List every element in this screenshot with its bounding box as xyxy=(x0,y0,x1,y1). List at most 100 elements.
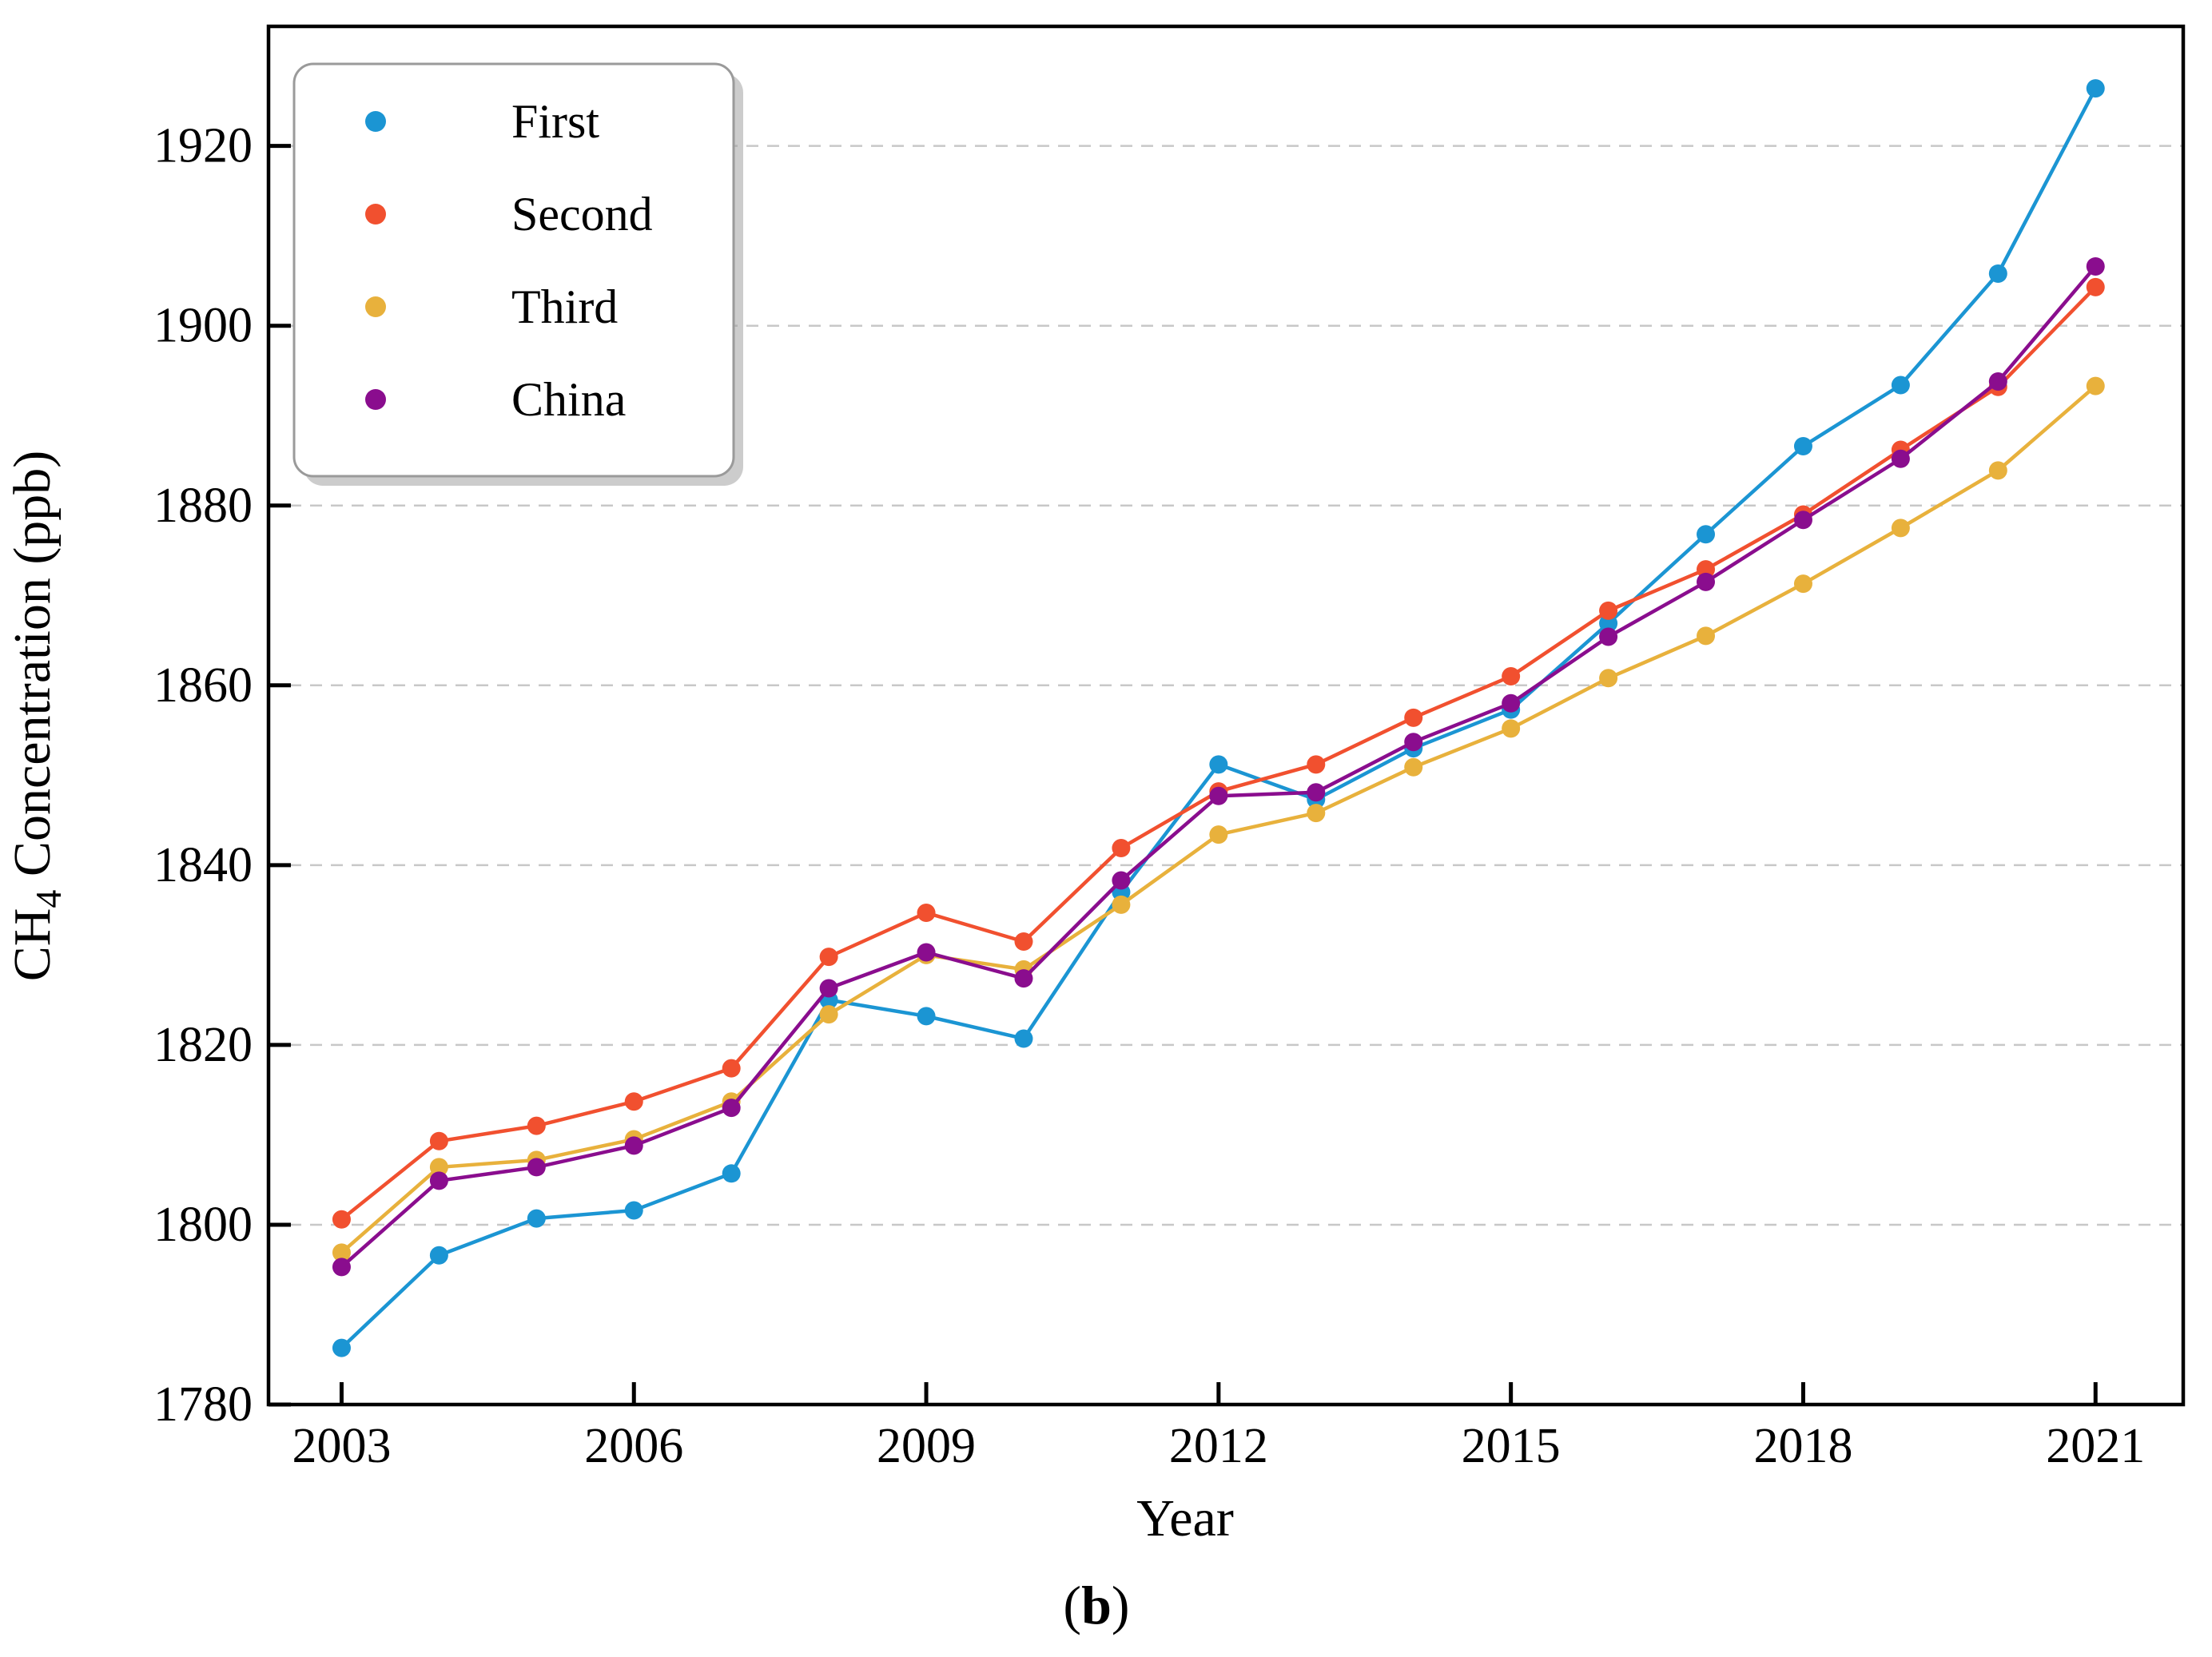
data-point-china-2014 xyxy=(1404,733,1423,752)
data-point-china-2015 xyxy=(1502,693,1521,713)
y-tick-label-1900: 1900 xyxy=(153,299,253,353)
data-point-third-2016 xyxy=(1599,669,1618,688)
series-first xyxy=(332,79,2105,1357)
data-point-china-2008 xyxy=(819,979,838,998)
series-group xyxy=(332,79,2105,1357)
data-point-third-2018 xyxy=(1793,574,1812,594)
legend-label-third: Third xyxy=(511,280,618,333)
data-point-china-2020 xyxy=(1988,372,2007,391)
data-point-china-2004 xyxy=(429,1171,448,1190)
data-point-second-2015 xyxy=(1502,667,1521,686)
data-point-first-2010 xyxy=(1014,1029,1033,1048)
data-point-third-2003 xyxy=(332,1243,351,1262)
y-tick-label-1800: 1800 xyxy=(153,1198,253,1252)
data-point-third-2021 xyxy=(2086,376,2105,395)
series-line-third xyxy=(340,384,2097,1254)
data-point-second-2007 xyxy=(722,1059,741,1078)
data-point-china-2012 xyxy=(1209,786,1228,805)
data-point-second-2010 xyxy=(1014,932,1033,951)
data-point-first-2019 xyxy=(1891,376,1910,395)
data-point-first-2021 xyxy=(2086,79,2105,98)
data-point-first-2006 xyxy=(624,1201,643,1220)
data-point-second-2013 xyxy=(1307,755,1326,774)
y-tick-label-1840: 1840 xyxy=(153,838,253,892)
data-point-first-2005 xyxy=(527,1209,546,1228)
data-point-china-2021 xyxy=(2086,256,2105,276)
data-point-first-2017 xyxy=(1697,525,1716,544)
data-point-third-2020 xyxy=(1988,461,2007,480)
data-point-china-2017 xyxy=(1697,572,1716,591)
y-tick-label-1780: 1780 xyxy=(153,1377,253,1432)
data-point-second-2009 xyxy=(917,903,936,922)
data-point-first-2009 xyxy=(917,1007,936,1026)
legend-marker-third xyxy=(365,296,386,317)
data-point-second-2005 xyxy=(527,1116,546,1135)
data-point-first-2020 xyxy=(1988,264,2007,283)
x-tick-label-2003: 2003 xyxy=(292,1419,391,1473)
legend-label-first: First xyxy=(511,95,599,148)
y-tick-label-1880: 1880 xyxy=(153,479,253,533)
data-point-second-2003 xyxy=(332,1210,351,1229)
data-point-second-2008 xyxy=(819,948,838,967)
data-point-third-2008 xyxy=(819,1005,838,1024)
y-tick-label-1920: 1920 xyxy=(153,119,253,173)
data-point-first-2004 xyxy=(429,1246,448,1265)
x-tick-label-2021: 2021 xyxy=(2046,1419,2145,1473)
data-point-china-2013 xyxy=(1307,783,1326,802)
x-tick-label-2009: 2009 xyxy=(877,1419,976,1473)
y-axis-label: CH4 Concentration (ppb) xyxy=(3,451,69,982)
data-point-second-2016 xyxy=(1599,601,1618,620)
figure-caption: (b) xyxy=(1063,1575,1129,1635)
data-point-china-2009 xyxy=(917,943,936,962)
legend-marker-second xyxy=(365,204,386,225)
data-point-third-2004 xyxy=(429,1158,448,1177)
legend-label-china: China xyxy=(511,373,626,426)
data-point-third-2019 xyxy=(1891,519,1910,538)
data-point-third-2011 xyxy=(1112,895,1131,914)
legend: First Second Third China xyxy=(292,62,743,486)
data-point-second-2004 xyxy=(429,1131,448,1150)
series-third xyxy=(332,376,2105,1262)
data-point-third-2012 xyxy=(1209,825,1228,844)
data-point-first-2018 xyxy=(1793,436,1812,455)
data-point-china-2005 xyxy=(527,1158,546,1177)
data-point-third-2013 xyxy=(1307,804,1326,823)
data-point-second-2017 xyxy=(1697,560,1716,579)
data-point-china-2011 xyxy=(1112,871,1131,890)
y-tick-label-1860: 1860 xyxy=(153,658,253,713)
legend-label-second: Second xyxy=(511,188,653,240)
data-point-second-2021 xyxy=(2086,277,2105,296)
x-tick-label-2018: 2018 xyxy=(1753,1419,1852,1473)
data-point-third-2017 xyxy=(1697,626,1716,646)
data-point-china-2006 xyxy=(624,1136,643,1155)
data-point-china-2016 xyxy=(1599,627,1618,646)
y-tick-label-1820: 1820 xyxy=(153,1018,253,1072)
x-tick-label-2006: 2006 xyxy=(584,1419,683,1473)
data-point-second-2006 xyxy=(624,1092,643,1111)
data-point-third-2014 xyxy=(1404,757,1423,777)
x-axis-label: Year xyxy=(1136,1489,1234,1548)
data-point-second-2014 xyxy=(1404,708,1423,727)
data-point-china-2007 xyxy=(722,1099,741,1118)
x-tick-label-2012: 2012 xyxy=(1169,1419,1268,1473)
y-axis-ticks: 1780 1800 1820 1840 1860 1880 1900 1920 xyxy=(153,119,291,1432)
data-point-first-2003 xyxy=(332,1338,351,1357)
data-point-third-2015 xyxy=(1502,719,1521,738)
plot-frame xyxy=(266,24,2186,1407)
legend-box xyxy=(292,62,735,478)
data-point-second-2011 xyxy=(1112,838,1131,857)
data-point-first-2007 xyxy=(722,1164,741,1183)
data-point-china-2018 xyxy=(1793,511,1812,530)
legend-marker-china xyxy=(365,389,386,410)
data-point-china-2003 xyxy=(332,1258,351,1277)
legend-marker-first xyxy=(365,111,386,132)
data-point-china-2010 xyxy=(1014,969,1033,988)
x-axis-ticks: 2003 2006 2009 2012 2015 2018 2021 xyxy=(292,1382,2145,1473)
data-point-first-2016 xyxy=(1599,614,1618,633)
series-china xyxy=(332,256,2105,1277)
x-tick-label-2015: 2015 xyxy=(1462,1419,1561,1473)
data-point-china-2019 xyxy=(1891,449,1910,468)
data-point-first-2012 xyxy=(1209,755,1228,774)
